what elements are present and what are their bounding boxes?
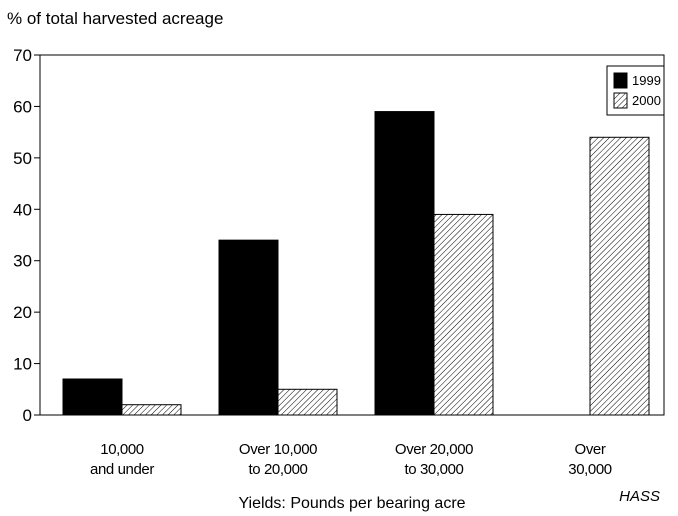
x-category-label: Over 10,000 to 20,000 (239, 441, 317, 478)
bar-2000-1 (121, 404, 182, 416)
y-tick-label: 0 (23, 406, 32, 425)
y-tick-label: 20 (13, 303, 32, 322)
y-tick-label: 50 (13, 149, 32, 168)
bar-1999-2 (218, 239, 279, 416)
source-note: HASS (619, 488, 660, 505)
bar-2000-4 (589, 136, 650, 416)
y-tick-label: 40 (13, 200, 32, 219)
legend-label-2000: 2000 (632, 93, 661, 108)
y-tick-label: 30 (13, 252, 32, 271)
y-axis-title: % of total harvested acreage (7, 9, 224, 28)
x-category-label: 10,000 and under (90, 441, 154, 478)
y-tick-label: 10 (13, 355, 32, 374)
plot-frame (39, 54, 665, 416)
bar-2000-3 (433, 213, 494, 416)
legend-swatch-1999 (613, 72, 628, 89)
legend-swatch-2000 (613, 92, 628, 109)
bar-2000-2 (277, 388, 338, 416)
y-tick-label: 70 (13, 46, 32, 65)
bar-1999-1 (62, 378, 123, 416)
y-tick-label: 60 (13, 97, 32, 116)
bar-1999-3 (374, 111, 435, 416)
x-axis-title: Yields: Pounds per bearing acre (238, 495, 465, 512)
x-category-label: Over 20,000 to 30,000 (395, 441, 473, 478)
plot-area: 0 10 20 30 40 50 60 70 10,000 and under Over 10,00… (13, 46, 665, 512)
x-category-label: Over 30,000 (568, 441, 612, 478)
legend-label-1999: 1999 (632, 73, 661, 88)
